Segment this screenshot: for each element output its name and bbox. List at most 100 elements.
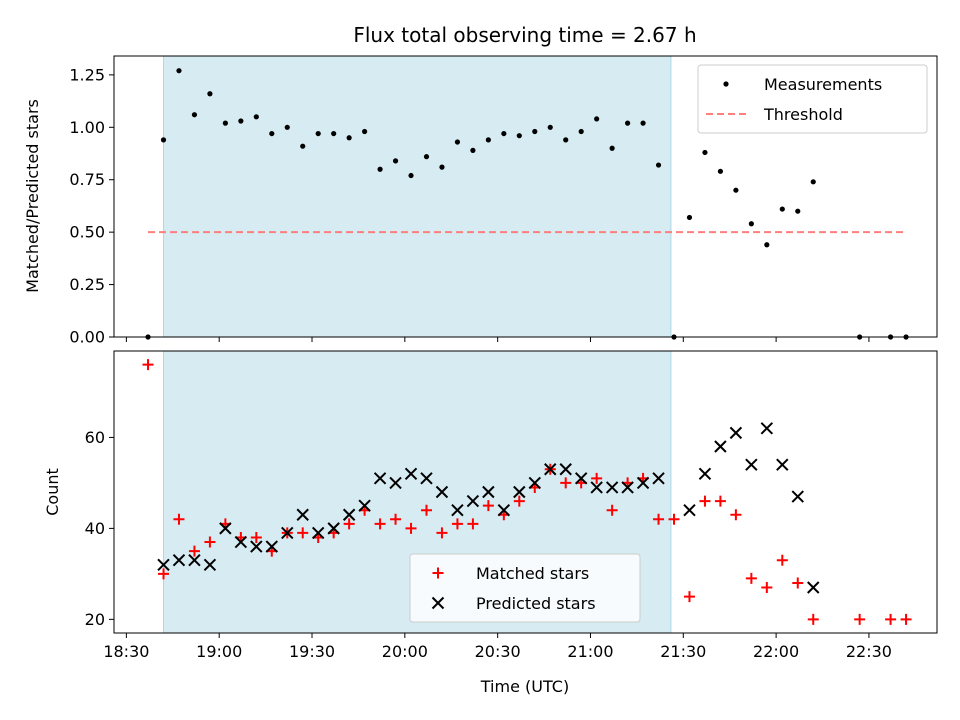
predicted-star-point (296, 508, 309, 521)
bottom-xtick-label: 18:30 (103, 642, 149, 661)
measurement-point (423, 154, 430, 160)
predicted-star-point (683, 503, 696, 517)
measurement-point (377, 166, 383, 172)
measurement-point (362, 128, 368, 135)
predicted-star-point (605, 481, 619, 494)
predicted-star-point (157, 558, 170, 571)
measurement-point (501, 130, 507, 137)
predicted-star-point (404, 467, 418, 481)
matched-star-point (606, 504, 618, 516)
bottom-xtick-label: 21:00 (567, 642, 613, 661)
measurement-point (547, 124, 553, 130)
measurement-point (269, 130, 275, 137)
bottom-legend-box (409, 553, 641, 623)
predicted-star-point (513, 485, 526, 499)
predicted-star-point (234, 535, 248, 549)
bottom-series-predicted-stars (157, 422, 820, 594)
measurement-point (609, 145, 615, 151)
matched-star-point (173, 513, 185, 525)
bottom-xtick-label: 21:30 (660, 642, 706, 661)
predicted-star-point (172, 554, 186, 567)
measurement-point (331, 130, 337, 137)
predicted-star-point (559, 463, 572, 476)
matched-star-point (591, 472, 603, 484)
bottom-ytick-label: 40 (85, 519, 105, 538)
measurement-point (238, 118, 244, 124)
bottom-legend-label: Predicted stars (476, 594, 596, 613)
bottom-xtick-label: 22:00 (753, 642, 799, 661)
predicted-star-point (358, 499, 371, 512)
measurement-point (578, 128, 584, 135)
bottom-ytick-label: 20 (85, 610, 105, 629)
top-panel-ylabel: Matched/Predicted stars (23, 99, 42, 293)
matched-star-point (683, 591, 695, 603)
predicted-star-point (188, 554, 201, 567)
measurement-point (563, 137, 569, 143)
matched-star-point (405, 522, 417, 534)
predicted-star-point (373, 472, 387, 485)
predicted-star-point (776, 458, 789, 471)
matched-star-point (792, 577, 804, 589)
matched-star-point (142, 359, 154, 371)
predicted-star-point (265, 540, 279, 553)
measurement-point (516, 133, 522, 139)
predicted-star-point (791, 490, 804, 503)
measurement-point (485, 137, 491, 143)
matched-star-point (714, 495, 726, 507)
top-ytick-label: 0.50 (69, 223, 105, 242)
predicted-star-point (482, 485, 495, 499)
top-shaded-span (163, 55, 672, 338)
matched-star-point (250, 531, 262, 543)
measurement-point (454, 139, 461, 145)
predicted-star-point (311, 526, 325, 540)
top-legend-label: Threshold (763, 105, 843, 124)
bottom-xtick-label: 19:30 (289, 642, 335, 661)
measurement-point (733, 187, 739, 193)
predicted-star-point (652, 472, 665, 485)
bottom-xtick-label: 20:30 (475, 642, 521, 661)
measurement-point (655, 162, 662, 168)
matched-star-point (482, 500, 494, 512)
predicted-star-point (451, 503, 464, 517)
matched-star-point (653, 513, 665, 525)
measurement-point (284, 124, 290, 130)
top-ytick-label: 1.25 (69, 65, 105, 84)
bottom-xtick-label: 19:00 (196, 642, 242, 661)
top-legend-label: Measurements (764, 75, 882, 94)
bottom-panel-frame (113, 350, 938, 634)
measurement-point (408, 172, 414, 179)
measurement-point (702, 149, 708, 156)
predicted-star-point (590, 481, 603, 494)
predicted-star-point (574, 472, 588, 485)
top-ytick-label: 0.25 (69, 275, 105, 294)
matched-star-point (854, 613, 866, 625)
measurement-point (640, 120, 646, 126)
top-panel: 0.00 0.25 0.50 0.75 1.00 1.25 Measurements Thre… (69, 55, 938, 347)
predicted-star-point (528, 476, 541, 490)
measurement-point (160, 137, 167, 143)
matched-star-point (451, 518, 463, 530)
matched-star-point (390, 513, 402, 525)
measurement-point (532, 128, 538, 135)
predicted-star-point (203, 558, 217, 571)
legend-predicted-marker (431, 596, 445, 610)
measurement-point (594, 116, 600, 122)
matched-star-point (374, 518, 386, 530)
matched-star-point (204, 536, 216, 548)
measurement-point (686, 214, 693, 221)
measurement-point (748, 221, 754, 227)
predicted-star-point (807, 581, 820, 594)
measurement-point (191, 112, 198, 118)
predicted-star-point (435, 485, 449, 499)
bottom-panel-ylabel: Count (43, 468, 62, 516)
chart-title: Flux total observing time = 2.67 h (353, 23, 696, 47)
matched-star-point (467, 518, 479, 530)
bottom-xtick-label: 22:30 (846, 642, 892, 661)
predicted-star-point (729, 426, 743, 440)
legend-matched-marker (432, 567, 444, 579)
top-legend: Measurements Threshold (697, 64, 928, 134)
predicted-star-point (636, 476, 650, 490)
matched-star-point (776, 554, 788, 566)
bottom-legend: Matched stars Predicted stars (409, 553, 641, 623)
matched-star-point (436, 527, 448, 539)
